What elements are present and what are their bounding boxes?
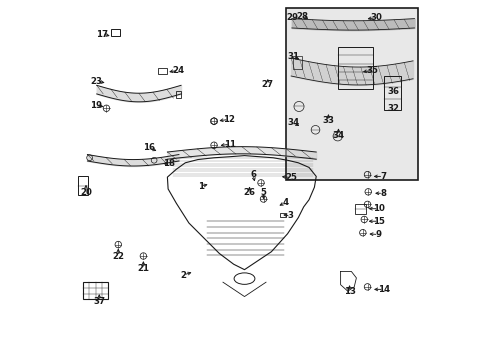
Text: 23: 23 <box>91 77 102 86</box>
Text: 7: 7 <box>380 172 386 181</box>
Bar <box>354 204 365 214</box>
Text: 16: 16 <box>143 143 155 152</box>
Text: 10: 10 <box>372 204 384 213</box>
Text: 12: 12 <box>222 115 234 124</box>
Text: 3: 3 <box>287 211 293 220</box>
Text: 2: 2 <box>180 270 186 279</box>
Text: 30: 30 <box>369 13 381 22</box>
Text: 6: 6 <box>249 170 256 179</box>
Text: 15: 15 <box>372 217 384 226</box>
Text: 36: 36 <box>387 86 399 95</box>
Text: 35: 35 <box>366 66 378 75</box>
Text: 22: 22 <box>112 252 124 261</box>
Text: 14: 14 <box>377 285 389 294</box>
Text: 37: 37 <box>93 297 105 306</box>
Bar <box>285 8 418 180</box>
Text: 4: 4 <box>282 198 288 207</box>
Text: 29: 29 <box>285 13 298 22</box>
Text: 1: 1 <box>197 182 203 191</box>
Text: 34: 34 <box>286 118 299 127</box>
Text: 5: 5 <box>260 188 266 197</box>
Text: 24: 24 <box>172 66 184 75</box>
Text: 34: 34 <box>332 131 344 140</box>
Text: 33: 33 <box>322 116 334 125</box>
Text: 20: 20 <box>80 188 92 197</box>
Text: 9: 9 <box>375 230 381 239</box>
Text: 13: 13 <box>343 287 355 296</box>
Text: 17: 17 <box>96 30 108 39</box>
Bar <box>78 176 88 195</box>
Bar <box>111 30 120 36</box>
Text: 8: 8 <box>380 189 386 198</box>
Text: 31: 31 <box>286 52 299 61</box>
Text: 19: 19 <box>90 101 102 110</box>
Bar <box>338 46 372 89</box>
Bar <box>292 56 301 69</box>
Bar <box>279 213 285 217</box>
Bar <box>83 282 108 300</box>
Text: 28: 28 <box>295 12 307 21</box>
Text: 32: 32 <box>387 104 399 113</box>
Text: 27: 27 <box>261 80 273 89</box>
Bar <box>158 68 167 74</box>
Text: 25: 25 <box>285 173 296 182</box>
Text: 18: 18 <box>163 159 175 168</box>
Bar <box>383 76 400 110</box>
Text: 21: 21 <box>137 265 149 274</box>
Text: 26: 26 <box>243 188 255 197</box>
Text: 11: 11 <box>224 140 236 149</box>
Bar <box>176 91 180 98</box>
